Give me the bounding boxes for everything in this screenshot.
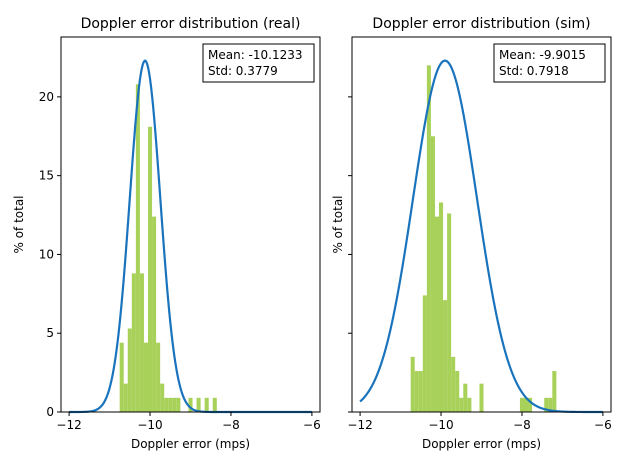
histogram-bar: [148, 126, 153, 413]
histogram-bar: [422, 295, 427, 412]
histogram-bar: [164, 397, 169, 412]
histogram-bar: [463, 383, 468, 412]
panel-sim: −12 −10 −8 −6 Doppler error distribution (si…: [331, 16, 612, 451]
histogram-bar: [434, 216, 440, 412]
histogram-bar: [204, 397, 209, 412]
histogram-bar: [439, 202, 444, 412]
stats-box: [202, 43, 315, 83]
y-tick-label: 5: [46, 326, 54, 340]
y-tick-label: 0: [46, 405, 54, 419]
y-axis-label: % of total: [331, 195, 345, 253]
histogram-bar: [156, 342, 161, 412]
histogram-bar: [519, 397, 524, 412]
histogram-bar: [410, 356, 415, 412]
histogram-bar: [143, 342, 149, 412]
histogram-bar: [451, 356, 456, 412]
histogram-bar: [552, 371, 557, 412]
histogram-bar: [479, 383, 484, 412]
histogram-bar: [212, 397, 217, 412]
x-tick-label: −6: [303, 418, 321, 432]
histogram-bar: [188, 397, 193, 412]
histogram-bar: [443, 300, 448, 412]
y-tick-label: 15: [39, 169, 54, 183]
histogram-bar: [455, 371, 460, 412]
x-axis-label: Doppler error (mps): [131, 437, 250, 451]
stats-std: Std: 0.3779: [208, 64, 278, 78]
normal-fit-curve: [359, 59, 603, 414]
histogram-bar: [528, 397, 533, 412]
histogram-bar: [418, 371, 423, 412]
histogram-bar: [131, 273, 136, 412]
histogram-bar: [172, 397, 177, 412]
stats-box: [493, 43, 606, 83]
y-axis-label: % of total: [12, 195, 26, 253]
x-tick-label: −6: [594, 418, 612, 432]
x-tick-label: −12: [347, 418, 372, 432]
stats-mean: Mean: -9.9015: [499, 48, 586, 62]
histogram-bar: [152, 216, 157, 412]
histogram-bar: [426, 65, 431, 413]
stats-std: Std: 0.7918: [499, 64, 569, 78]
axes-frame: [60, 36, 321, 413]
histogram-bar: [135, 84, 140, 412]
histogram-bar: [459, 397, 464, 412]
y-tick-label: 10: [39, 247, 54, 261]
histogram-bar: [414, 371, 419, 412]
histogram-bar: [119, 342, 124, 412]
histogram-bar: [544, 397, 549, 412]
x-tick-label: −8: [222, 418, 240, 432]
x-axis-label: Doppler error (mps): [422, 437, 541, 451]
histogram-bar: [139, 273, 144, 412]
x-tick-label: −10: [137, 418, 162, 432]
x-tick-label: −8: [513, 418, 531, 432]
y-tick-label: 20: [39, 90, 54, 104]
x-tick-label: −12: [56, 418, 81, 432]
histogram-bar: [548, 397, 553, 412]
chart-title: Doppler error distribution (sim): [372, 16, 590, 32]
stats-mean: Mean: -10.1233: [208, 48, 303, 62]
panel-real: −12 −10 −8 −6 0 5 10 15 20 Doppler error distribu…: [12, 16, 321, 451]
normal-fit-curve: [69, 59, 312, 414]
histogram-bar: [123, 383, 128, 412]
axes-frame: [351, 36, 612, 413]
chart-title: Doppler error distribution (real): [81, 16, 301, 32]
histogram-bar: [160, 383, 165, 412]
histogram-bar: [127, 328, 132, 412]
histogram-bar: [523, 397, 529, 412]
histogram-bar: [196, 397, 201, 412]
histogram-bar: [168, 397, 173, 412]
x-tick-label: −10: [428, 418, 453, 432]
histogram-bar: [467, 397, 472, 412]
histogram-bar: [176, 397, 181, 412]
histogram-bar: [430, 136, 435, 412]
histogram-bar: [447, 213, 452, 412]
